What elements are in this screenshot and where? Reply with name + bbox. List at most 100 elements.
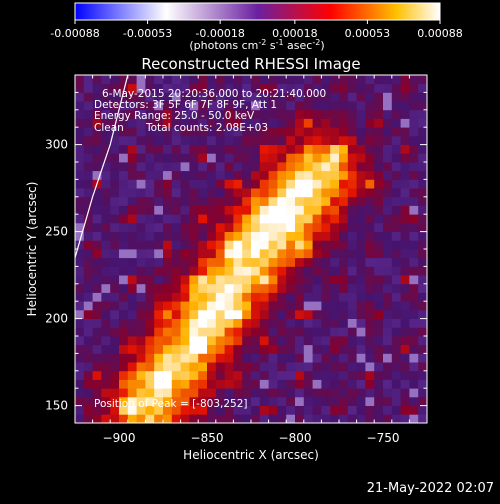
colorbar-tick-label: 0.00088: [417, 27, 463, 40]
heatmap-cell: [330, 109, 340, 119]
heatmap-cell: [198, 275, 208, 285]
heatmap-cell: [321, 144, 331, 154]
heatmap-cell: [259, 214, 269, 224]
heatmap-cell: [233, 362, 243, 372]
heatmap-cell: [180, 318, 190, 328]
heatmap-cell: [189, 336, 199, 346]
heatmap-cell: [268, 214, 278, 224]
heatmap-cell: [83, 257, 93, 267]
heatmap-cell: [303, 196, 313, 206]
heatmap-cell: [268, 118, 278, 128]
heatmap-cell: [154, 257, 164, 267]
heatmap-cell: [339, 75, 349, 85]
heatmap-cell: [207, 283, 217, 293]
heatmap-cell: [356, 370, 366, 380]
heatmap-cell: [171, 179, 181, 189]
heatmap-cell: [356, 170, 366, 180]
heatmap-cell: [233, 379, 243, 389]
heatmap-cell: [171, 249, 181, 259]
heatmap-cell: [224, 109, 234, 119]
heatmap-cell: [295, 75, 305, 85]
heatmap-cell: [312, 83, 322, 93]
heatmap-cell: [303, 257, 313, 267]
heatmap-cell: [259, 196, 269, 206]
heatmap-cell: [215, 118, 225, 128]
heatmap-cell: [409, 153, 419, 163]
heatmap-cell: [189, 379, 199, 389]
heatmap-cell: [286, 344, 296, 354]
heatmap-cell: [189, 362, 199, 372]
heatmap-cell: [171, 205, 181, 215]
heatmap-cell: [145, 414, 155, 423]
heatmap-cell: [242, 222, 252, 232]
heatmap-cell: [409, 162, 419, 172]
heatmap-cell: [312, 135, 322, 145]
heatmap-cell: [119, 144, 129, 154]
heatmap-cell: [154, 266, 164, 276]
heatmap-cell: [330, 135, 340, 145]
heatmap-cell: [400, 344, 410, 354]
heatmap-cell: [277, 266, 287, 276]
heatmap-cell: [171, 109, 181, 119]
heatmap-cell: [330, 379, 340, 389]
heatmap-cell: [259, 135, 269, 145]
heatmap-cell: [215, 266, 225, 276]
heatmap-cell: [383, 153, 393, 163]
heatmap-cell: [277, 257, 287, 267]
heatmap-cell: [127, 179, 137, 189]
heatmap-cell: [400, 362, 410, 372]
heatmap-cell: [75, 92, 85, 102]
heatmap-cell: [171, 309, 181, 319]
heatmap-cell: [277, 396, 287, 406]
heatmap-cell: [119, 379, 129, 389]
heatmap-cell: [409, 327, 419, 337]
heatmap-cell: [251, 153, 261, 163]
heatmap-cell: [233, 353, 243, 363]
heatmap-cell: [198, 231, 208, 241]
heatmap-cell: [198, 196, 208, 206]
heatmap-cell: [409, 301, 419, 311]
heatmap-cell: [374, 240, 384, 250]
heatmap-cell: [224, 344, 234, 354]
heatmap-cell: [251, 396, 261, 406]
heatmap-cell: [374, 162, 384, 172]
heatmap-cell: [101, 362, 111, 372]
heatmap-cell: [321, 127, 331, 137]
heatmap-cell: [198, 309, 208, 319]
heatmap-cell: [171, 362, 181, 372]
heatmap-cell: [180, 249, 190, 259]
heatmap-cell: [189, 388, 199, 398]
heatmap-cell: [277, 362, 287, 372]
heatmap-cell: [180, 353, 190, 363]
heatmap-cell: [75, 405, 85, 415]
heatmap-cell: [330, 92, 340, 102]
heatmap-cell: [259, 162, 269, 172]
heatmap-cell: [136, 214, 146, 224]
heatmap-cell: [136, 362, 146, 372]
heatmap-cell: [233, 370, 243, 380]
heatmap-cell: [374, 75, 384, 85]
heatmap-cell: [391, 231, 401, 241]
heatmap-cell: [189, 240, 199, 250]
heatmap-cell: [180, 275, 190, 285]
heatmap-cell: [347, 101, 357, 111]
heatmap-cell: [75, 101, 85, 111]
heatmap-cell: [119, 249, 129, 259]
heatmap-cell: [374, 336, 384, 346]
heatmap-cell: [259, 179, 269, 189]
heatmap-cell: [374, 275, 384, 285]
heatmap-cell: [400, 249, 410, 259]
heatmap-cell: [189, 179, 199, 189]
heatmap-cell: [189, 196, 199, 206]
heatmap-cell: [136, 405, 146, 415]
heatmap-cell: [171, 144, 181, 154]
heatmap-cell: [189, 83, 199, 93]
heatmap-cell: [391, 257, 401, 267]
heatmap-cell: [145, 179, 155, 189]
heatmap-cell: [374, 353, 384, 363]
heatmap-cell: [268, 414, 278, 423]
heatmap-cell: [312, 144, 322, 154]
heatmap-cell: [391, 396, 401, 406]
heatmap-cell: [286, 214, 296, 224]
heatmap-cell: [321, 179, 331, 189]
